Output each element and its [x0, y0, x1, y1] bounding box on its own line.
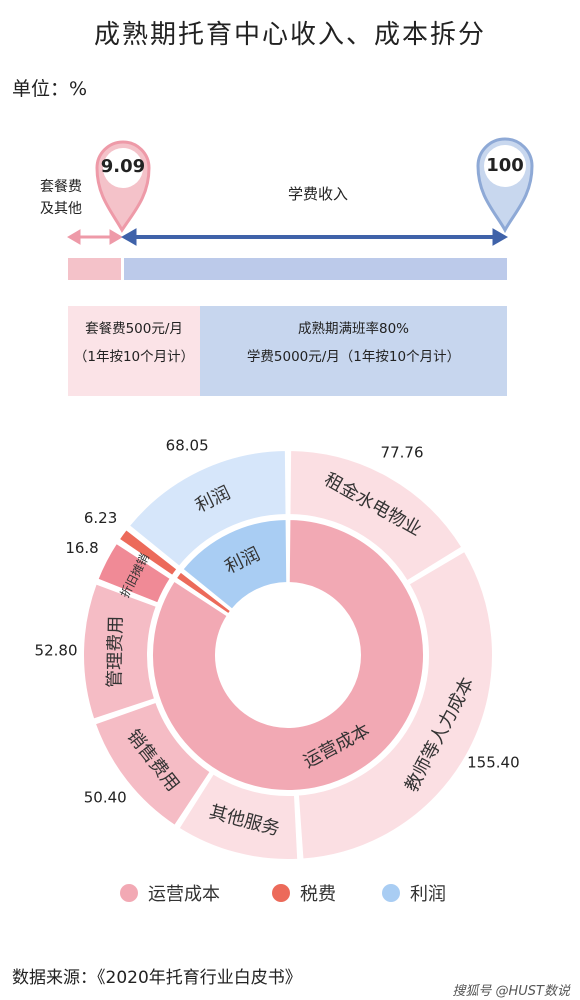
- cost-donut-chart: 运营成本利润租金水电物业教师等人力成本其他服务销售费用管理费用折旧摊销利润77.…: [35, 437, 520, 870]
- value-label-4: 52.80: [35, 641, 78, 659]
- pin-right-value: 100: [486, 155, 524, 176]
- value-label-3: 50.40: [84, 788, 127, 806]
- legend-dot-profit: [382, 884, 400, 902]
- tuition-label: 学费收入: [288, 185, 349, 203]
- legend-dot-tax: [272, 884, 290, 902]
- pin-left-value: 9.09: [100, 156, 146, 177]
- meal-bar: [68, 258, 121, 280]
- meal-box: [68, 306, 200, 396]
- outer-slice-1: [296, 549, 494, 861]
- outer-slice-7: [127, 449, 288, 569]
- legend-item-operating: 运营成本: [120, 880, 220, 906]
- tuition-arrow: [120, 228, 509, 246]
- tuition-box: [200, 306, 507, 396]
- legend-item-tax: 税费: [272, 880, 336, 906]
- income-bar-graphic: [67, 137, 534, 396]
- outer-slice-5: [96, 541, 173, 605]
- legend-dot-operating: [120, 884, 138, 902]
- value-label-1: 155.40: [467, 753, 520, 771]
- meal-arrow: [67, 229, 123, 245]
- outer-slice-6: [117, 527, 179, 578]
- value-label-7: 68.05: [166, 437, 209, 455]
- legend-label-profit: 利润: [410, 884, 446, 905]
- legend-item-profit: 利润: [382, 880, 446, 906]
- outer-name-4: 管理费用: [104, 616, 126, 688]
- meal-box-line1: 套餐费500元/月: [85, 321, 183, 337]
- legend-label-operating: 运营成本: [148, 884, 220, 905]
- meal-box-text: 套餐费500元/月 （1年按10个月计）: [68, 315, 200, 371]
- meal-label-line1: 套餐费: [40, 179, 82, 195]
- inner-slice-0: [151, 517, 425, 792]
- inner-slice-2: [181, 517, 289, 612]
- meal-box-line2: （1年按10个月计）: [73, 349, 195, 365]
- outer-slice-3: [93, 700, 213, 828]
- value-label-0: 77.76: [381, 443, 424, 461]
- meal-label-line2: 及其他: [40, 201, 82, 217]
- watermark: 搜狐号 @HUST数说: [452, 984, 570, 999]
- value-label-5: 16.8: [65, 539, 98, 557]
- inner-slice-1: [174, 570, 233, 616]
- outer-slice-4: [82, 582, 159, 721]
- page-title: 成熟期托育中心收入、成本拆分: [93, 20, 486, 50]
- outer-slice-2: [177, 771, 300, 861]
- data-source: 数据来源：《2020年托育行业白皮书》: [12, 968, 302, 988]
- tuition-box-line1: 成熟期满班率80%: [297, 321, 409, 337]
- tuition-box-text: 成熟期满班率80% 学费5000元/月（1年按10个月计）: [200, 315, 507, 371]
- tuition-bar: [124, 258, 507, 280]
- legend-label-tax: 税费: [300, 884, 336, 905]
- unit-label: 单位：%: [12, 78, 88, 100]
- chart-legend: 运营成本 税费 利润: [0, 880, 580, 906]
- value-label-6: 6.23: [84, 509, 117, 527]
- tuition-box-line2: 学费5000元/月（1年按10个月计）: [246, 349, 461, 365]
- outer-slice-0: [288, 449, 464, 583]
